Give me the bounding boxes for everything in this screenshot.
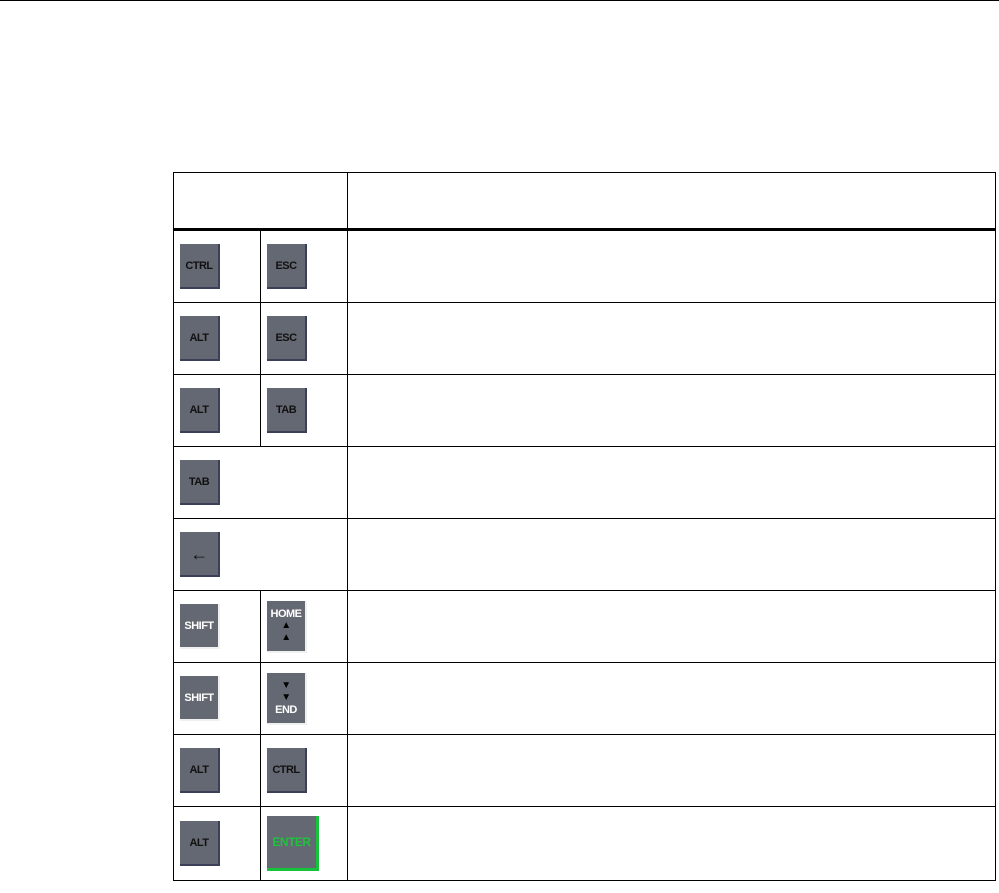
double-up-arrow-icon: ▲ — [281, 619, 291, 631]
row-description — [347, 590, 996, 663]
shift-key-icon: SHIFT — [180, 676, 220, 721]
row-description — [347, 662, 996, 735]
header-keys — [173, 172, 348, 231]
home-key-icon: HOME ▲ ▲ — [267, 600, 307, 653]
ctrl-key-icon: CTRL — [267, 748, 307, 793]
row-description — [347, 734, 996, 807]
double-down-arrow-icon: ▼ — [281, 679, 291, 691]
row-description — [347, 518, 996, 591]
esc-key-icon: ESC — [267, 316, 307, 361]
table-row: ALT ENTER — [173, 806, 996, 881]
page-header-rule — [0, 0, 999, 1]
table-row: ← — [173, 518, 996, 591]
row-description — [347, 446, 996, 519]
home-label: HOME — [270, 607, 303, 620]
table-row: CTRL ESC — [173, 229, 996, 303]
tab-key-icon: TAB — [180, 460, 220, 505]
end-key-icon: ▼ ▼ END — [267, 672, 307, 725]
table-row: SHIFT HOME ▲ ▲ — [173, 590, 996, 663]
table-row: SHIFT ▼ ▼ END — [173, 662, 996, 735]
table-row: TAB — [173, 446, 996, 519]
header-description — [347, 172, 996, 231]
table-row: ALT ESC — [173, 302, 996, 375]
row-description — [347, 229, 996, 303]
table-header — [173, 172, 996, 231]
row-description — [347, 374, 996, 447]
end-label: END — [275, 703, 297, 716]
row-description — [347, 806, 996, 881]
double-down-arrow-icon: ▼ — [281, 691, 291, 703]
row-description — [347, 302, 996, 375]
key-combination-table: CTRL ESC ALT ESC ALT TAB TAB ← SHIFT HOM… — [173, 172, 996, 881]
shift-key-icon: SHIFT — [180, 604, 220, 649]
tab-key-icon: TAB — [267, 388, 307, 433]
ctrl-key-icon: CTRL — [180, 244, 220, 289]
table-row: ALT CTRL — [173, 734, 996, 807]
esc-key-icon: ESC — [267, 244, 307, 289]
alt-key-icon: ALT — [180, 748, 220, 793]
alt-key-icon: ALT — [180, 316, 220, 361]
enter-key-icon: ENTER — [267, 816, 319, 871]
table-row: ALT TAB — [173, 374, 996, 447]
backspace-arrow-key-icon: ← — [180, 532, 220, 577]
alt-key-icon: ALT — [180, 821, 220, 866]
double-up-arrow-icon: ▲ — [281, 631, 291, 643]
alt-key-icon: ALT — [180, 388, 220, 433]
